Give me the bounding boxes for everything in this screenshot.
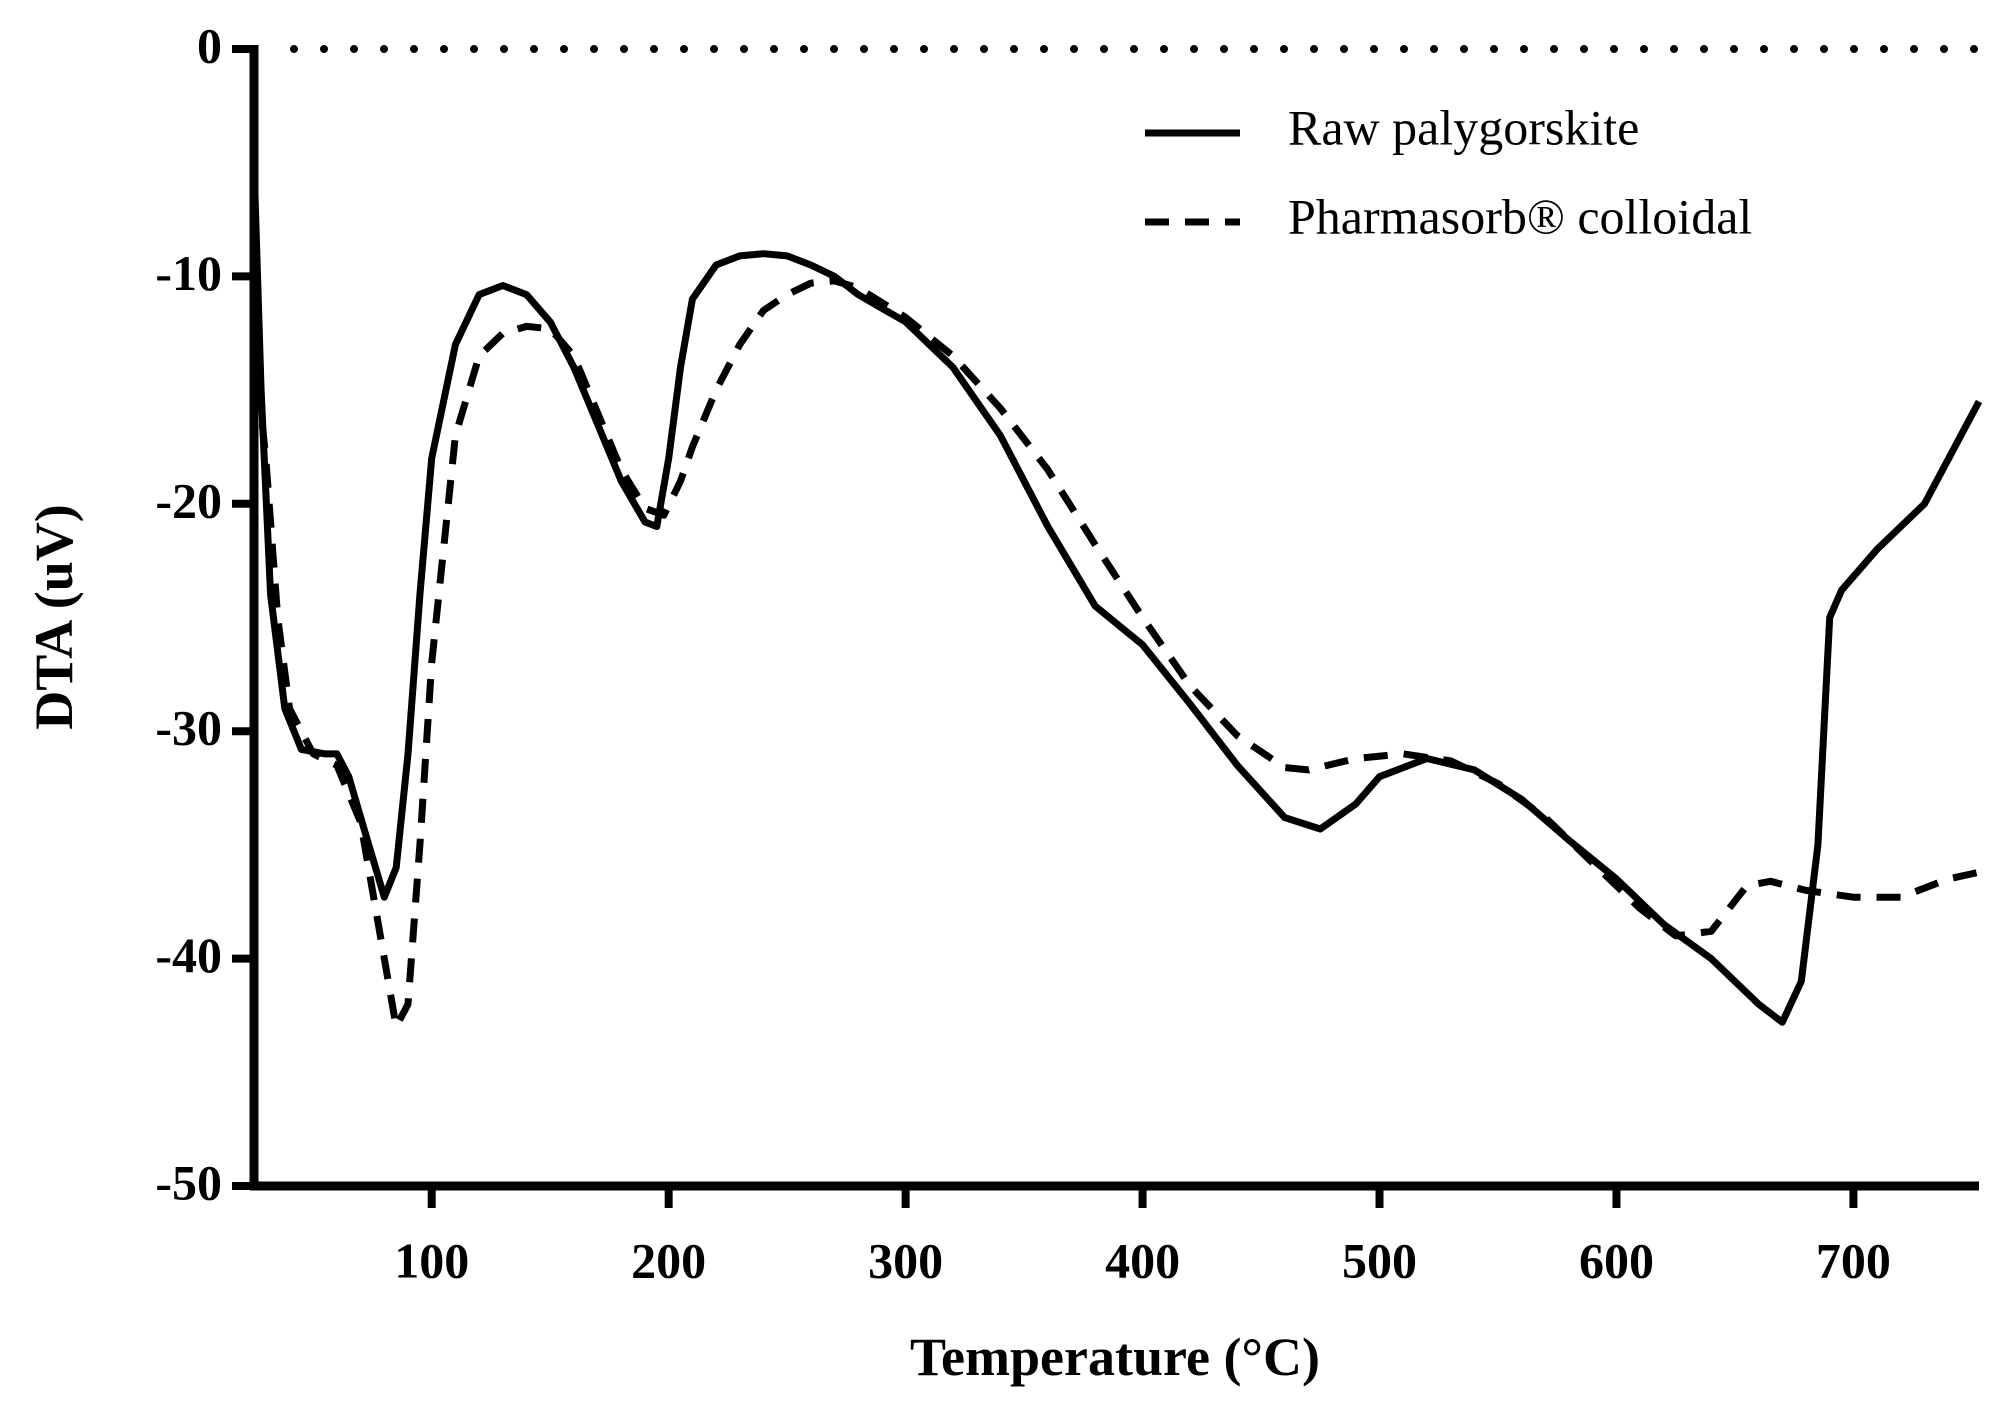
x-axis-label: Temperature (°C): [910, 1327, 1320, 1387]
y-tick-label: 0: [197, 17, 222, 73]
y-tick-label: -40: [155, 927, 222, 983]
y-tick-label: -30: [155, 700, 222, 756]
x-tick-label: 300: [868, 1232, 943, 1288]
x-tick-label: 500: [1342, 1232, 1417, 1288]
y-tick-label: -10: [155, 245, 222, 301]
data-line: [250, 162, 1983, 1026]
x-tick-label: 200: [631, 1232, 706, 1288]
x-tick-label: 400: [1105, 1232, 1180, 1288]
y-axis-label: DTA (uV): [24, 504, 84, 730]
legend-label: Raw palygorskite: [1288, 99, 1639, 155]
x-tick-label: 100: [394, 1232, 469, 1288]
data-line: [250, 277, 1980, 1031]
x-tick-label: 600: [1579, 1232, 1654, 1288]
y-tick-label: -50: [155, 1154, 222, 1210]
y-tick-label: -20: [155, 472, 222, 528]
x-tick-label: 700: [1816, 1232, 1891, 1288]
legend-label: Pharmasorb® colloidal: [1288, 188, 1752, 244]
